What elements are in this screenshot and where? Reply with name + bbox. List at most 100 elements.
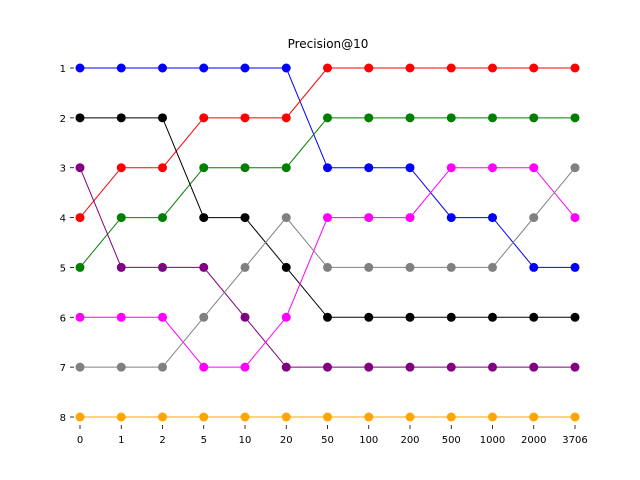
data-point	[488, 262, 497, 272]
x-tick-label: 200	[400, 435, 419, 446]
series-points	[75, 63, 580, 422]
x-tick-label: 2000	[521, 435, 546, 446]
data-point	[281, 262, 291, 272]
y-tick-label: 8	[60, 413, 66, 424]
x-tick-label: 2	[159, 435, 165, 446]
data-point	[323, 312, 332, 322]
data-point	[116, 213, 126, 223]
x-tick-label: 100	[359, 435, 378, 446]
data-point	[488, 163, 497, 173]
x-tick-label: 0	[77, 435, 83, 446]
data-point	[529, 262, 539, 272]
data-point	[488, 213, 497, 223]
data-point	[199, 113, 209, 123]
data-point	[240, 163, 250, 173]
data-point	[75, 312, 85, 322]
data-point	[199, 163, 209, 173]
data-point	[405, 213, 415, 223]
data-point	[199, 262, 209, 272]
data-point	[75, 63, 85, 73]
series-line	[79, 67, 575, 218]
data-point	[570, 312, 580, 322]
data-point	[281, 213, 291, 223]
data-point	[570, 63, 580, 73]
data-point	[158, 163, 167, 173]
data-point	[158, 312, 167, 322]
x-tick-label: 50	[321, 435, 334, 446]
data-point	[446, 63, 456, 73]
data-point	[446, 213, 456, 223]
chart-axes: 0 1 2 5 10 20 50 100 200 500 1000 2000 3706 1 2 3 4 5 6 7 8	[60, 64, 588, 446]
data-point	[570, 262, 580, 272]
data-point	[364, 113, 374, 123]
data-point	[488, 412, 497, 422]
data-point	[323, 63, 332, 73]
data-point	[364, 262, 374, 272]
data-point	[364, 63, 374, 73]
series-line	[79, 117, 575, 268]
y-tick-label: 7	[60, 363, 66, 374]
y-tick-label: 5	[60, 263, 66, 274]
data-point	[240, 362, 250, 372]
data-point	[405, 312, 415, 322]
data-point	[199, 63, 209, 73]
data-point	[446, 312, 456, 322]
data-point	[158, 113, 167, 123]
data-point	[364, 163, 374, 173]
data-point	[446, 412, 456, 422]
y-tick-label: 1	[60, 64, 66, 75]
data-point	[199, 412, 209, 422]
data-point	[488, 63, 497, 73]
data-point	[158, 213, 167, 223]
data-point	[529, 362, 539, 372]
data-point	[281, 362, 291, 372]
x-tick-label: 5	[201, 435, 207, 446]
data-point	[240, 262, 250, 272]
data-point	[240, 63, 250, 73]
data-point	[240, 412, 250, 422]
data-point	[158, 63, 167, 73]
data-point	[323, 113, 332, 123]
data-point	[75, 213, 85, 223]
data-point	[529, 213, 539, 223]
data-point	[75, 163, 85, 173]
data-point	[405, 63, 415, 73]
data-point	[364, 312, 374, 322]
data-point	[570, 163, 580, 173]
data-point	[529, 63, 539, 73]
data-point	[158, 262, 167, 272]
chart-title: Precision@10	[288, 37, 369, 51]
x-tick-label: 1	[118, 435, 124, 446]
data-point	[405, 113, 415, 123]
data-point	[116, 412, 126, 422]
data-point	[446, 262, 456, 272]
data-point	[75, 362, 85, 372]
data-point	[116, 63, 126, 73]
data-point	[446, 362, 456, 372]
data-point	[529, 113, 539, 123]
data-point	[529, 163, 539, 173]
data-point	[446, 113, 456, 123]
data-point	[199, 362, 209, 372]
data-point	[405, 362, 415, 372]
x-tick-label: 20	[280, 435, 293, 446]
x-tick-label: 10	[239, 435, 252, 446]
data-point	[364, 213, 374, 223]
data-point	[323, 213, 332, 223]
data-point	[199, 213, 209, 223]
data-point	[116, 262, 126, 272]
data-point	[405, 262, 415, 272]
data-point	[323, 412, 332, 422]
x-tick-label: 3706	[562, 435, 587, 446]
data-point	[116, 163, 126, 173]
data-point	[446, 163, 456, 173]
data-point	[405, 412, 415, 422]
data-point	[323, 362, 332, 372]
y-tick-label: 3	[60, 164, 66, 175]
y-tick-label: 2	[60, 114, 66, 125]
data-point	[364, 412, 374, 422]
y-tick-label: 6	[60, 313, 66, 324]
data-point	[240, 312, 250, 322]
x-tick-label: 1000	[480, 435, 505, 446]
